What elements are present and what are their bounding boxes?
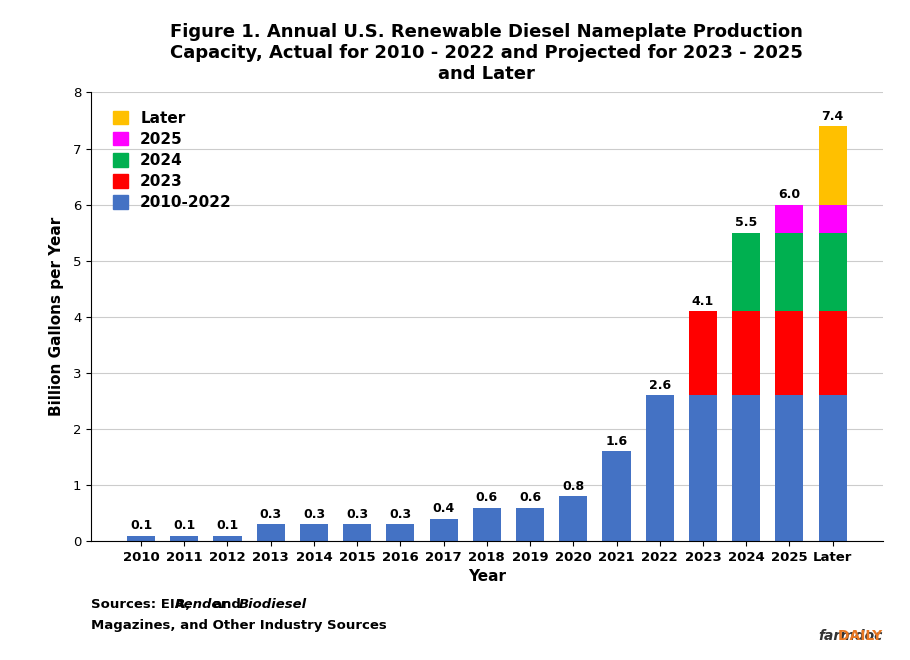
Text: farmdoc: farmdoc [818, 630, 883, 644]
Bar [300, 524, 328, 541]
Text: 6.0: 6.0 [778, 188, 801, 201]
Text: 7.4: 7.4 [822, 110, 844, 123]
Text: 0.3: 0.3 [303, 508, 325, 521]
Bar [775, 205, 804, 232]
Title: Figure 1. Annual U.S. Renewable Diesel Nameplate Production
Capacity, Actual for: Figure 1. Annual U.S. Renewable Diesel N… [170, 23, 804, 82]
Bar [689, 312, 717, 395]
Text: Biodiesel: Biodiesel [238, 597, 307, 611]
Bar [473, 508, 500, 541]
Bar [775, 395, 804, 541]
Legend: Later, 2025, 2024, 2023, 2010-2022: Later, 2025, 2024, 2023, 2010-2022 [106, 104, 238, 216]
Text: Sources: EIA,: Sources: EIA, [91, 597, 195, 611]
Bar [775, 312, 804, 395]
Bar [170, 536, 198, 541]
Bar [387, 524, 414, 541]
Text: DAILY: DAILY [800, 630, 883, 644]
Bar [214, 536, 241, 541]
Bar [689, 395, 717, 541]
Bar [343, 524, 371, 541]
Text: 0.3: 0.3 [346, 508, 369, 521]
Text: 1.6: 1.6 [605, 435, 628, 448]
Bar [516, 508, 544, 541]
Bar [733, 312, 760, 395]
Bar [646, 395, 673, 541]
Text: 0.3: 0.3 [389, 508, 411, 521]
Text: 0.1: 0.1 [217, 519, 238, 532]
Text: 0.4: 0.4 [432, 502, 455, 515]
Text: Render: Render [175, 597, 228, 611]
Bar [560, 496, 587, 541]
Bar [819, 232, 846, 312]
Bar [819, 205, 846, 232]
Text: 0.1: 0.1 [130, 519, 152, 532]
Text: Year: Year [468, 569, 506, 584]
Text: 5.5: 5.5 [735, 216, 757, 229]
Bar [819, 395, 846, 541]
Text: 0.1: 0.1 [173, 519, 196, 532]
Text: 0.6: 0.6 [519, 491, 541, 504]
Bar [819, 312, 846, 395]
Text: 0.3: 0.3 [259, 508, 282, 521]
Bar [819, 126, 846, 205]
Bar [733, 232, 760, 312]
Bar [775, 232, 804, 312]
Text: 4.1: 4.1 [692, 295, 714, 308]
Bar [257, 524, 285, 541]
Y-axis label: Billion Gallons per Year: Billion Gallons per Year [49, 217, 65, 416]
Bar [602, 451, 631, 541]
Text: Magazines, and Other Industry Sources: Magazines, and Other Industry Sources [91, 619, 387, 632]
Text: 0.8: 0.8 [562, 480, 584, 493]
Bar [733, 395, 760, 541]
Text: and: and [213, 597, 246, 611]
Bar [127, 536, 155, 541]
Text: 2.6: 2.6 [649, 379, 671, 392]
Bar [430, 519, 458, 541]
Text: 0.6: 0.6 [476, 491, 498, 504]
